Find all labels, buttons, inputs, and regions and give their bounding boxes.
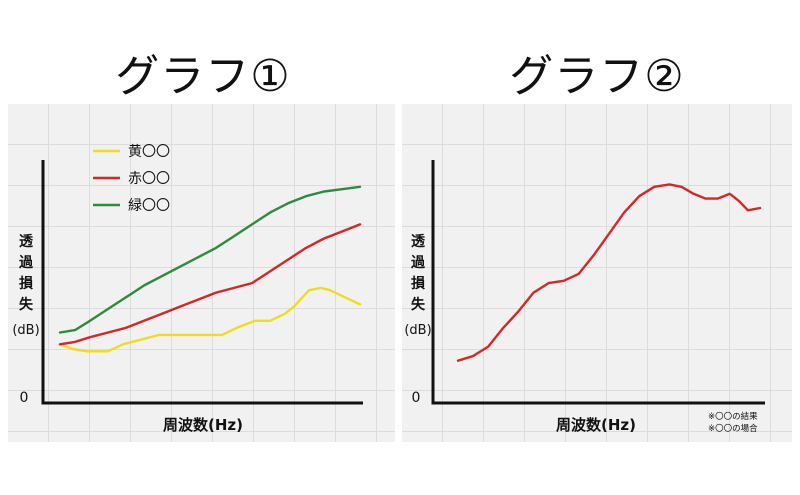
chart-1-series-2-line — [58, 223, 362, 346]
chart-2-panel — [402, 104, 792, 442]
chart-2-y-axis-label: 透過損失 — [410, 234, 426, 313]
chart-2-y-unit: (dB) — [404, 323, 431, 338]
chart-1-y-unit: (dB) — [12, 323, 39, 338]
chart-1-series-1-line — [58, 286, 362, 353]
footnote-1: ※〇〇の結果 — [708, 411, 758, 422]
chart-1-x-axis-label: 周波数(Hz) — [163, 416, 243, 434]
chart-1-legend-label-2: 赤〇〇 — [128, 171, 170, 187]
chart-1-panel — [8, 104, 395, 442]
chart-1-legend-label-3: 緑〇〇 — [128, 198, 170, 214]
chart-2-y-tick-0: 0 — [412, 390, 421, 406]
footnote-2: ※〇〇の場合 — [708, 423, 758, 434]
chart-1-legend-label-1: 黄〇〇 — [128, 143, 170, 160]
chart-2-x-axis-label: 周波数(Hz) — [556, 416, 636, 434]
chart-1-title: グラフ① — [115, 51, 291, 102]
chart-2-series-1-line — [456, 183, 762, 362]
chart-1-series-3-line — [58, 185, 362, 334]
chart-1-y-axis-label: 透過損失 — [18, 234, 34, 313]
chart-2-title: グラフ② — [509, 51, 685, 102]
chart-1-y-tick-0: 0 — [20, 390, 29, 406]
